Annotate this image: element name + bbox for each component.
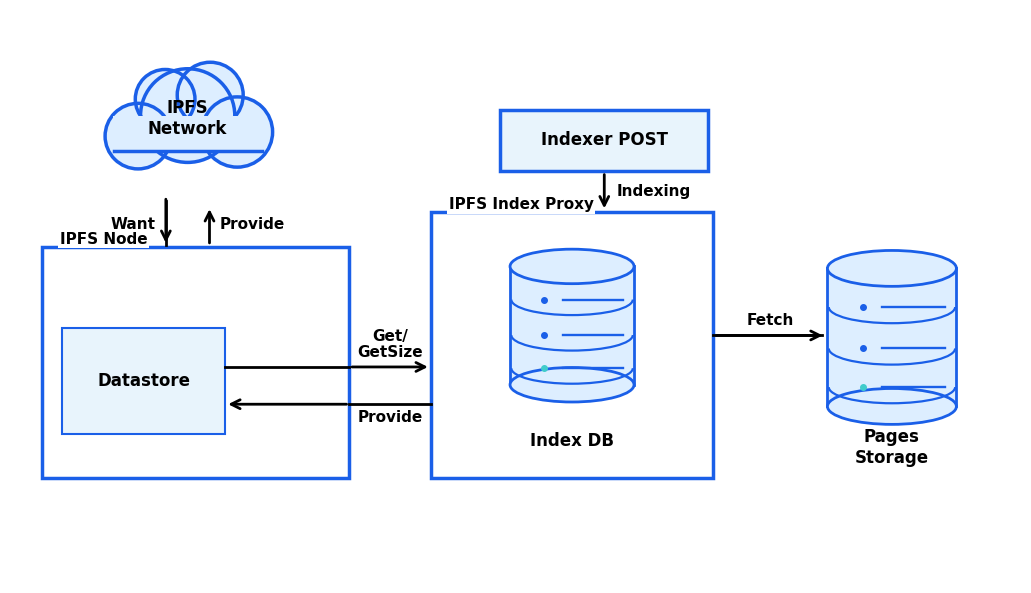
Text: Index DB: Index DB bbox=[530, 432, 614, 450]
Text: Provide: Provide bbox=[358, 410, 423, 425]
Text: Indexer POST: Indexer POST bbox=[541, 131, 668, 149]
FancyBboxPatch shape bbox=[500, 110, 708, 171]
Bar bbox=[111, 116, 264, 152]
Ellipse shape bbox=[510, 368, 634, 402]
Text: IPFS Index Proxy: IPFS Index Proxy bbox=[448, 197, 594, 212]
Ellipse shape bbox=[828, 388, 957, 425]
Bar bbox=[828, 269, 957, 406]
Circle shape bbox=[140, 69, 235, 162]
Text: Want: Want bbox=[111, 216, 156, 231]
Ellipse shape bbox=[510, 249, 634, 283]
Bar bbox=[510, 266, 634, 385]
FancyBboxPatch shape bbox=[42, 247, 350, 479]
Text: Get/
GetSize: Get/ GetSize bbox=[357, 329, 423, 360]
Circle shape bbox=[135, 69, 195, 129]
Text: Provide: Provide bbox=[220, 216, 285, 231]
Text: Fetch: Fetch bbox=[746, 313, 794, 327]
Text: Datastore: Datastore bbox=[97, 372, 190, 390]
Ellipse shape bbox=[828, 250, 957, 286]
Text: IPFS Node: IPFS Node bbox=[60, 232, 147, 247]
Circle shape bbox=[202, 97, 272, 167]
Text: IPFS
Network: IPFS Network bbox=[148, 99, 228, 138]
FancyBboxPatch shape bbox=[431, 212, 713, 479]
Circle shape bbox=[105, 103, 171, 169]
Text: Indexing: Indexing bbox=[617, 183, 691, 199]
FancyBboxPatch shape bbox=[62, 327, 226, 434]
Circle shape bbox=[177, 62, 243, 128]
Text: Pages
Storage: Pages Storage bbox=[855, 429, 929, 467]
Bar bbox=[112, 116, 263, 151]
